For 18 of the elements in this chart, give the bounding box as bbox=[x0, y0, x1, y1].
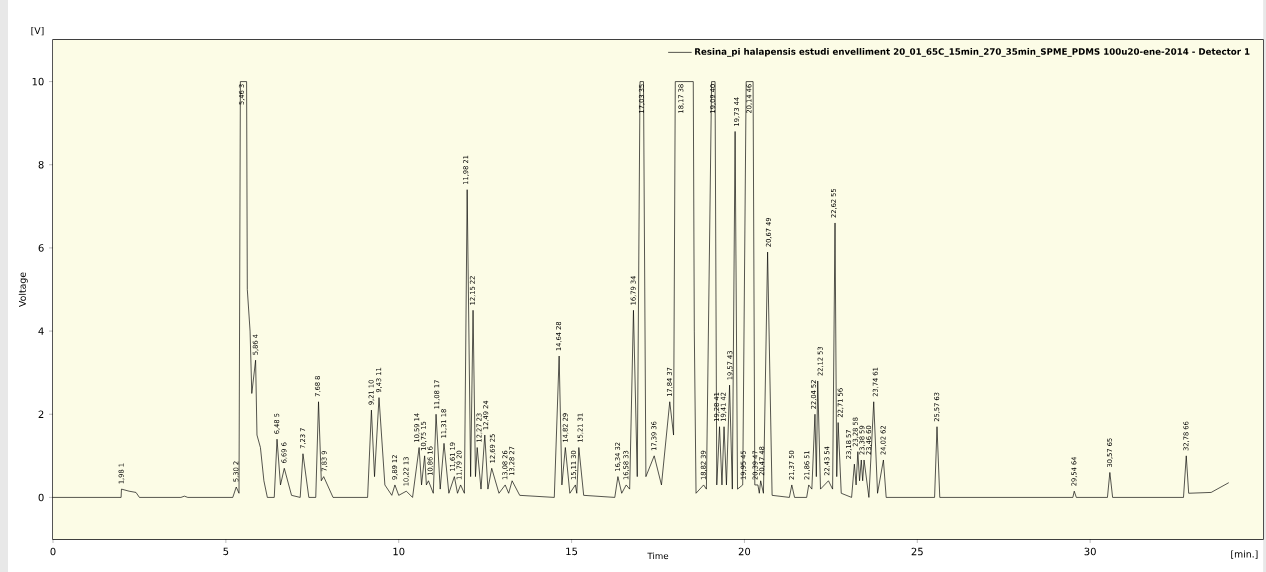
x-tick-label: 25 bbox=[911, 547, 923, 556]
y-tick-label: 8 bbox=[38, 160, 44, 169]
y-tick-label: 6 bbox=[38, 244, 44, 252]
x-tick-label: 30 bbox=[1084, 547, 1096, 556]
x-tick-label: 20 bbox=[738, 547, 751, 556]
text: [min.] bbox=[1231, 550, 1258, 559]
x-tick-label: 15 bbox=[566, 547, 578, 556]
text: [V] bbox=[31, 26, 44, 36]
legend-label: Resina_pi halapensis estudi envelliment 20_01_65C_15min_270_35min_SPME_PDMS 100u20-ene-2014 - Detector 1 bbox=[695, 48, 1250, 57]
y-axis-title: Voltage bbox=[18, 272, 28, 307]
x-tick-label: 5 bbox=[223, 547, 229, 556]
y-tick-label: 10 bbox=[32, 77, 44, 86]
y-tick-label: 0 bbox=[38, 493, 44, 502]
y-tick-label: 4 bbox=[38, 327, 44, 335]
y-tick-label: 2 bbox=[38, 410, 44, 418]
x-axis-title: Time bbox=[647, 552, 669, 560]
x-tick-label: 0 bbox=[50, 547, 56, 556]
x-tick-label: 10 bbox=[393, 547, 405, 556]
